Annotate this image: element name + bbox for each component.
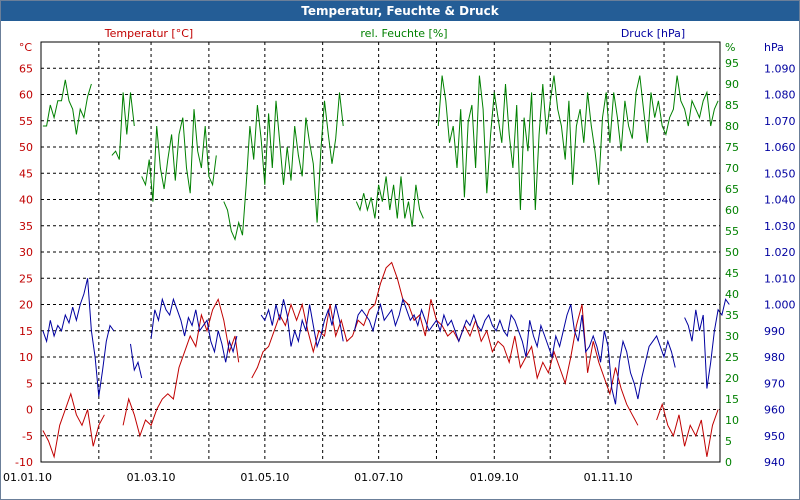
humidity-tick-label: 60 [725,204,739,217]
pressure-tick-label: 1.020 [764,246,796,259]
temperature-unit: °C [19,41,33,54]
humidity-series-line [42,79,92,135]
humidity-series-line [355,176,424,227]
pressure-series-line [150,297,238,363]
pressure-unit: hPa [764,41,784,54]
humidity-tick-label: 50 [725,246,739,259]
pressure-tick-label: 990 [764,325,785,338]
humidity-unit: % [725,41,735,54]
humidity-tick-label: 45 [725,267,739,280]
humidity-tick-label: 20 [725,372,739,385]
humidity-tick-label: 25 [725,351,739,364]
pressure-tick-label: 950 [764,430,785,443]
pressure-series-line [684,298,730,389]
humidity-tick-label: 55 [725,225,739,238]
pressure-tick-label: 1.060 [764,141,796,154]
humidity-series-line [223,92,344,242]
pressure-tick-label: 1.050 [764,167,796,180]
humidity-tick-label: 15 [725,393,739,406]
temperature-tick-label: 50 [19,141,33,154]
humidity-tick-label: 75 [725,141,739,154]
x-tick-label: 01.01.10 [3,471,52,484]
temperature-tick-label: 65 [19,62,33,75]
pressure-series-line [42,278,115,397]
x-tick-label: 01.11.10 [584,471,633,484]
pressure-axis-label: Druck [hPa] [621,27,685,40]
humidity-tick-label: 85 [725,99,739,112]
pressure-tick-label: 1.000 [764,299,796,312]
humidity-tick-label: 90 [725,78,739,91]
humidity-tick-label: 10 [725,414,739,427]
temperature-tick-label: 20 [19,299,33,312]
humidity-tick-label: 70 [725,162,739,175]
temperature-tick-label: 15 [19,325,33,338]
humidity-tick-label: 35 [725,309,739,322]
temperature-tick-label: 35 [19,220,33,233]
pressure-tick-label: 1.070 [764,115,796,128]
temperature-tick-label: 45 [19,167,33,180]
humidity-tick-label: 5 [725,435,732,448]
plot-frame [40,41,721,463]
humidity-tick-label: 30 [725,330,739,343]
humidity-axis-label: rel. Feuchte [%] [360,27,447,40]
humidity-tick-label: 0 [725,456,732,469]
pressure-tick-label: 960 [764,404,785,417]
grid [41,42,720,462]
temperature-tick-label: -10 [15,456,33,469]
pressure-tick-label: 1.010 [764,272,796,285]
humidity-series-line [437,75,719,211]
x-tick-label: 01.07.10 [354,471,403,484]
x-tick-label: 01.05.10 [240,471,289,484]
pressure-series-line [130,343,143,379]
temperature-series-line [42,392,105,459]
temperature-series-line [122,297,240,438]
humidity-tick-label: 40 [725,288,739,301]
pressure-tick-label: 1.030 [764,220,796,233]
temperature-series-line [656,402,719,457]
pressure-series-line [353,297,676,405]
humidity-tick-label: 65 [725,183,739,196]
temperature-tick-label: 5 [26,377,33,390]
pressure-tick-label: 980 [764,351,785,364]
temperature-axis-label: Temperatur [°C] [104,27,193,40]
pressure-series-line [260,299,344,349]
temperature-tick-label: 25 [19,272,33,285]
pressure-tick-label: 1.080 [764,89,796,102]
series-group [42,75,730,459]
window-title: Temperatur, Feuchte & Druck [1,1,799,21]
temperature-tick-label: 55 [19,115,33,128]
tick-labels: 65605550454035302520151050-5-10959085807… [3,57,796,484]
x-tick-label: 01.09.10 [470,471,519,484]
temperature-tick-label: 0 [26,404,33,417]
humidity-tick-label: 95 [725,57,739,70]
pressure-tick-label: 970 [764,377,785,390]
temperature-tick-label: 10 [19,351,33,364]
temperature-tick-label: -5 [22,430,33,443]
temperature-tick-label: 30 [19,246,33,259]
pressure-tick-label: 940 [764,456,785,469]
x-tick-label: 01.03.10 [127,471,176,484]
humidity-series-line [141,109,217,202]
temperature-tick-label: 40 [19,194,33,207]
chart-area: Temperatur [°C] rel. Feuchte [%] Druck [… [3,27,796,484]
pressure-tick-label: 1.090 [764,62,796,75]
pressure-tick-label: 1.040 [764,194,796,207]
temperature-tick-label: 60 [19,89,33,102]
humidity-series-line [111,92,135,160]
temperature-series-line [251,261,639,426]
humidity-tick-label: 80 [725,120,739,133]
